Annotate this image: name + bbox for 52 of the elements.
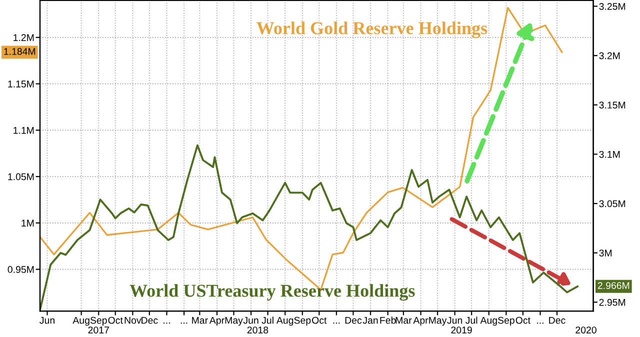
- x-tick-label: May: [225, 316, 243, 326]
- x-tick-label: Jul: [262, 316, 274, 324]
- y2-tick-label: 3.15M: [599, 102, 626, 109]
- y2-tick-label: 2.95M: [599, 298, 626, 306]
- y-tick-label: 0.95M: [8, 266, 34, 273]
- y-tick-label: 1.15M: [8, 80, 34, 88]
- x-tick-label: Mar: [396, 316, 412, 324]
- x2-tick-label: 2020: [576, 326, 596, 334]
- x2-tick-label: 2017: [88, 326, 109, 334]
- x-tick-label: Oct: [312, 316, 327, 324]
- x-tick-label: Nov: [124, 316, 142, 324]
- x-tick-label: Dec: [142, 316, 158, 324]
- x-tick-label: Jun: [40, 316, 54, 324]
- x-tick-label: Feb: [380, 316, 396, 324]
- x-tick-label: Jul: [466, 316, 478, 324]
- text: World USTreasury Reserve Holdings: [130, 284, 415, 301]
- x-tick-label: Jun: [243, 316, 258, 324]
- text: 1.184M: [4, 48, 36, 55]
- x-tick-label: Oct: [516, 316, 530, 324]
- x-tick-label: Dec: [549, 316, 566, 324]
- x-tick-label: Jun: [447, 316, 462, 324]
- y-tick-label: 1.2M: [14, 34, 34, 41]
- x-tick-label: Sep: [498, 316, 514, 326]
- x-tick-label: Aug: [276, 316, 294, 326]
- x2-tick-label: 2019: [451, 326, 472, 334]
- x-tick-label: Aug: [72, 316, 90, 326]
- y2-tick-label: 3.25M: [599, 2, 626, 10]
- x-tick-label: Sep: [90, 316, 107, 326]
- y2-tick-label: 3.2M: [599, 52, 620, 60]
- y2-tick-label: 3M: [599, 250, 612, 256]
- x-tick-label: Aug: [480, 316, 497, 326]
- x-tick-label: Apr: [413, 316, 428, 326]
- y2-tick-label: 3.05M: [599, 200, 626, 208]
- series-label: World Gold Reserve Holdings: [256, 22, 488, 38]
- x-tick-label: Dec: [345, 316, 362, 324]
- x-tick-label: ...: [180, 322, 188, 324]
- x-tick-label: May: [429, 316, 447, 326]
- x-tick-label: ...: [164, 322, 170, 324]
- x-tick-label: Oct: [108, 316, 123, 324]
- x-tick-label: ...: [537, 322, 544, 324]
- y2-tick-label: 3.1M: [599, 150, 620, 158]
- y-tick-label: 1M: [22, 220, 34, 226]
- x-tick-label: Sep: [294, 316, 311, 326]
- x-tick-label: Apr: [209, 316, 224, 326]
- x2-tick-label: 2018: [247, 326, 268, 334]
- x-tick-label: Mar: [192, 316, 208, 324]
- x-tick-label: ...: [333, 322, 340, 324]
- y-tick-label: 1.1M: [14, 127, 34, 134]
- y-tick-label: 1.05M: [8, 173, 34, 180]
- text: 2.966M: [598, 282, 630, 289]
- x-tick-label: Jan: [362, 316, 378, 324]
- line-series: [40, 144, 579, 312]
